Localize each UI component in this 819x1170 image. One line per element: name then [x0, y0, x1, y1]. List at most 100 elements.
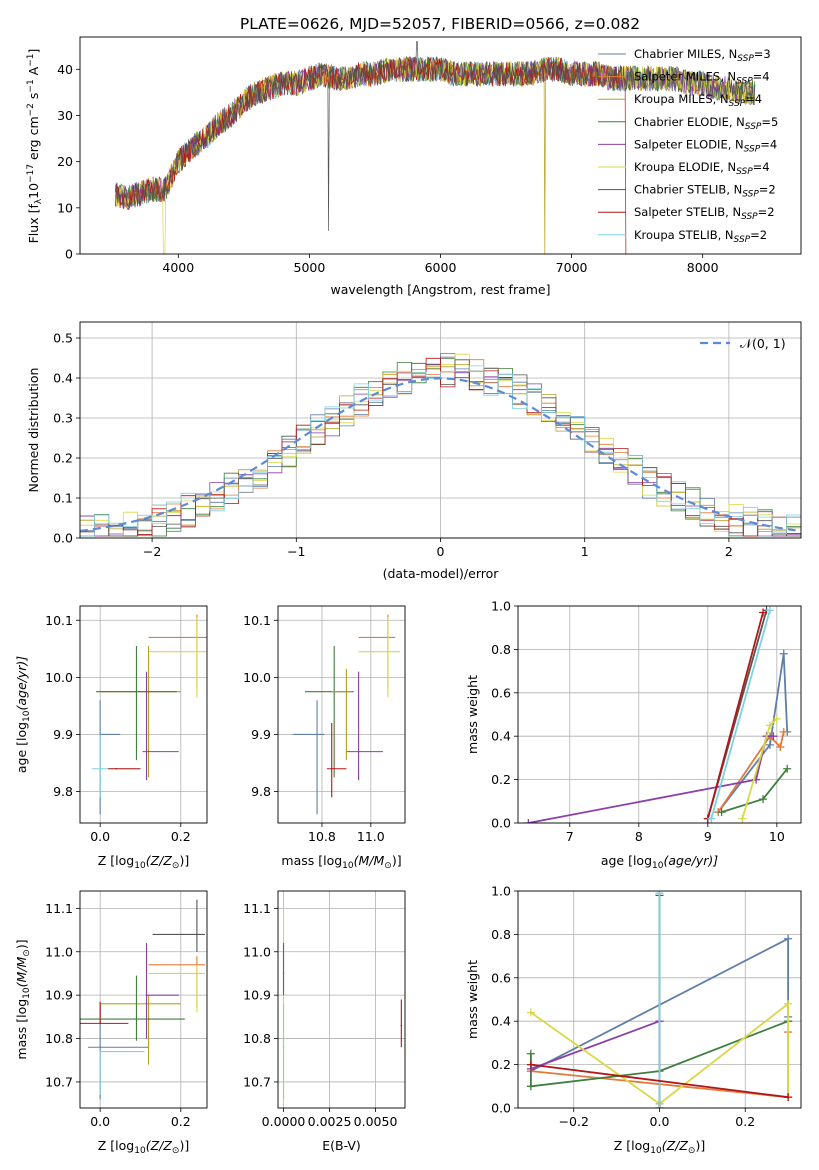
y-tick-label: 0.0 — [491, 1101, 511, 1116]
y-tick-label: 0.2 — [53, 451, 73, 466]
y-tick-label: 11.0 — [45, 944, 73, 959]
y-tick-label: 9.8 — [251, 784, 271, 799]
y-tick-label: 0.2 — [491, 772, 511, 787]
legend-label: Chabrier MILES, NSSP=3 — [634, 47, 771, 64]
y-tick-label: 10.7 — [243, 1074, 271, 1089]
plot-area — [524, 606, 792, 823]
weight-series-1 — [717, 731, 785, 813]
data-point — [99, 767, 101, 770]
panel-mass-weight-vs-age: 7 8 9 10 0.0 0.2 0.4 0.6 0.8 1.0 mass weight age [l… — [465, 599, 802, 871]
x-tick-label: 0 — [437, 544, 445, 559]
normal-curve — [80, 377, 801, 533]
x-axis-label: Z [log10(Z/Z⊙)] — [614, 1138, 705, 1156]
x-tick-label: −0.2 — [559, 1114, 589, 1129]
weight-marker — [776, 743, 785, 752]
x-axis-label: mass [log10(M/M⊙)] — [281, 853, 401, 871]
x-tick-label: 0.0 — [90, 829, 110, 844]
x-axis-label: (data-model)/error — [383, 566, 500, 581]
weight-marker — [655, 891, 664, 898]
y-tick-label: 10.0 — [45, 670, 73, 685]
x-tick-label: 4000 — [162, 260, 194, 275]
y-tick-label: 9.9 — [251, 727, 271, 742]
axes-frame — [277, 890, 406, 1109]
y-tick-label: 11.1 — [45, 901, 73, 916]
weight-marker — [738, 814, 747, 823]
panel-mass-weight-vs-Z: −0.2 0.0 0.2 0.0 0.2 0.4 0.6 0.8 1.0 mass weight Z… — [465, 884, 802, 1156]
weight-marker — [779, 649, 788, 658]
y-tick-label: 10 — [57, 200, 73, 215]
weight-marker — [765, 606, 774, 615]
data-point — [196, 933, 198, 936]
y-tick-label: 11.1 — [243, 901, 271, 916]
plot-area — [92, 614, 207, 815]
weight-marker — [765, 721, 774, 730]
data-point — [99, 1022, 101, 1025]
weight-series-7 — [706, 612, 764, 819]
y-tick-label: 10.1 — [45, 613, 73, 628]
x-tick-label: 0.0025 — [308, 1114, 352, 1129]
data-point — [99, 1046, 101, 1049]
x-tick-label: 7 — [566, 829, 574, 844]
x-tick-label: 9 — [704, 829, 712, 844]
x-tick-label: 5000 — [294, 260, 326, 275]
panel-age-vs-Z: 0.0 0.2 9.8 9.9 10.0 10.1 Z [log10(Z/Z⊙)] age [… — [14, 605, 208, 871]
legend: Chabrier MILES, NSSP=3 Salpeter MILES, NS… — [598, 47, 778, 245]
axes-frame — [79, 890, 208, 1109]
panel-mass-vs-EBV: 0.0000 0.0025 0.0050 10.7 10.8 10.9 11.0 11.1 E(… — [243, 890, 406, 1153]
x-axis-label: Z [log10(Z/Z⊙)] — [98, 853, 189, 871]
data-point — [345, 690, 348, 693]
y-tick-label: 10.1 — [243, 613, 271, 628]
weight-series-5 — [530, 1001, 789, 1105]
data-point — [282, 972, 285, 975]
weight-marker — [526, 1049, 535, 1058]
data-point — [147, 1003, 150, 1005]
weight-marker — [526, 1060, 535, 1069]
axes-frame — [277, 605, 406, 824]
weight-marker — [707, 814, 716, 823]
x-tick-label: 0.0 — [90, 1114, 110, 1129]
data-point — [135, 690, 138, 693]
weight-marker — [759, 608, 768, 617]
x-tick-label: 2 — [725, 544, 733, 559]
weight-marker — [524, 819, 533, 823]
weight-marker — [784, 1093, 793, 1102]
spectrum-series-6 — [115, 41, 756, 231]
y-tick-label: 0.6 — [491, 685, 511, 700]
legend-label: Kroupa STELIB, NSSP=2 — [634, 228, 767, 245]
weight-marker — [784, 934, 793, 943]
data-point — [387, 650, 389, 653]
axes-frame — [517, 890, 802, 1109]
x-tick-label: 6000 — [425, 260, 457, 275]
x-tick-label: 1 — [581, 544, 589, 559]
y-tick-label: 0.5 — [53, 331, 73, 346]
data-point — [145, 750, 148, 753]
data-point — [135, 1018, 138, 1020]
data-point — [196, 972, 198, 975]
data-point — [196, 650, 198, 653]
weight-series-8 — [710, 610, 771, 819]
weight-marker — [759, 795, 768, 804]
y-tick-label: 1.0 — [491, 599, 511, 614]
weight-marker — [765, 740, 774, 749]
x-tick-label: 7000 — [556, 260, 588, 275]
x-tick-label: 0.2 — [171, 1114, 191, 1129]
data-point — [330, 767, 333, 770]
y-tick-label: 10.7 — [45, 1074, 73, 1089]
weight-marker — [772, 714, 781, 723]
weight-marker — [779, 727, 788, 736]
y-tick-label: 9.9 — [53, 727, 73, 742]
legend-label: Chabrier ELODIE, NSSP=5 — [634, 115, 778, 132]
data-point — [316, 733, 318, 736]
x-tick-label: 0.0050 — [354, 1114, 398, 1129]
y-axis-label: Normed distribution — [26, 368, 41, 493]
y-axis-label: age [log10(age/yr)] — [14, 656, 32, 773]
plot-area — [80, 353, 801, 537]
y-tick-label: 0.4 — [491, 1014, 511, 1029]
y-axis-label: mass [log10(M/M⊙)] — [14, 939, 32, 1059]
y-tick-label: 9.8 — [53, 784, 73, 799]
panel-residuals: −2 −1 0 1 2 0.0 0.1 0.2 0.3 0.4 0.5 𝒩(0, 1) (data-mo… — [26, 321, 802, 581]
y-tick-label: 0.1 — [53, 491, 73, 506]
y-tick-label: 0.6 — [491, 970, 511, 985]
legend-label: Chabrier STELIB, NSSP=2 — [634, 183, 776, 200]
axes-frame — [79, 36, 802, 255]
